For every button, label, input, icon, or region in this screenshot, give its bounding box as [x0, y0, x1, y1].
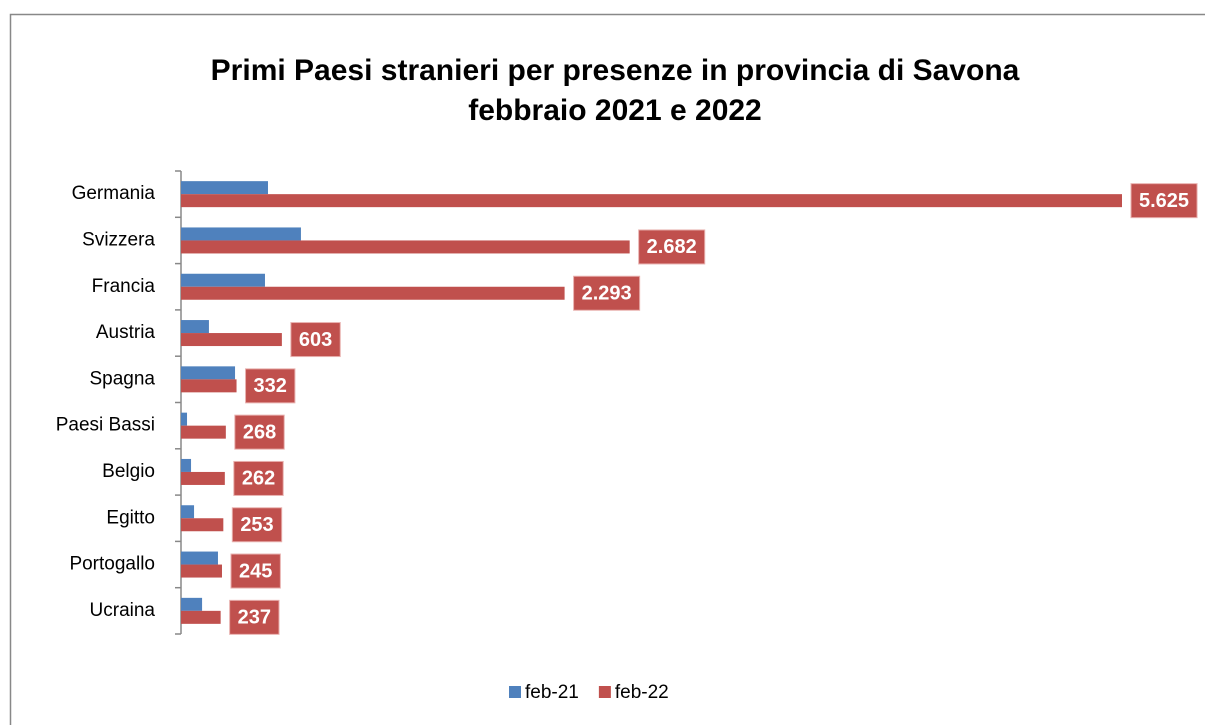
bar: [181, 412, 188, 426]
value-label-box: [1130, 183, 1198, 219]
category-label: Portogallo: [69, 554, 155, 575]
value-label: 245: [239, 560, 272, 582]
bar: [181, 551, 218, 565]
value-label-box: [245, 368, 296, 404]
value-label-box: [230, 553, 281, 589]
category-label: Ucraina: [90, 600, 156, 621]
value-label: 253: [240, 514, 273, 536]
bar: [181, 366, 236, 380]
bar: [181, 194, 1122, 208]
category-label: Egitto: [106, 507, 155, 528]
bar: [181, 458, 192, 472]
category-label: Svizzera: [82, 229, 155, 250]
bar: [181, 564, 222, 578]
legend-label: feb-22: [615, 682, 669, 703]
bar: [181, 286, 565, 300]
legend-swatch: [509, 686, 521, 698]
value-label: 2.293: [582, 283, 632, 305]
bar: [181, 379, 237, 393]
value-label-box: [290, 322, 341, 358]
category-label: Austria: [96, 322, 156, 343]
bar: [181, 320, 209, 334]
category-label: Paesi Bassi: [56, 415, 155, 436]
category-label: Belgio: [102, 461, 155, 482]
value-label: 268: [243, 421, 276, 443]
value-label-box: [231, 507, 283, 543]
bar: [181, 273, 265, 287]
bar: [181, 181, 268, 195]
bar: [181, 471, 225, 485]
bar: [181, 597, 203, 611]
category-label: Francia: [92, 276, 156, 297]
value-label: 262: [242, 468, 275, 490]
category-label: Germania: [72, 183, 156, 204]
bar: [181, 518, 224, 532]
value-label-box: [573, 275, 641, 311]
value-label: 237: [238, 607, 271, 629]
bar: [181, 425, 226, 439]
value-label-box: [229, 599, 280, 635]
value-label: 603: [299, 329, 332, 351]
bar: [181, 505, 195, 519]
value-label: 5.625: [1139, 190, 1189, 212]
value-label-box: [234, 414, 285, 450]
value-label-box: [638, 229, 706, 265]
chart-title: Primi Paesi stranieri per presenze in pr…: [211, 54, 1020, 87]
bar: [181, 227, 301, 241]
value-label: 2.682: [647, 236, 697, 258]
chart-subtitle: febbraio 2021 e 2022: [468, 94, 762, 127]
bar: [181, 333, 282, 347]
value-label: 332: [254, 375, 287, 397]
category-label: Spagna: [89, 368, 155, 389]
value-label-box: [233, 460, 284, 496]
legend-swatch: [598, 686, 611, 698]
bar: [181, 240, 630, 254]
legend-label: feb-21: [525, 682, 579, 703]
bar: [181, 610, 221, 624]
